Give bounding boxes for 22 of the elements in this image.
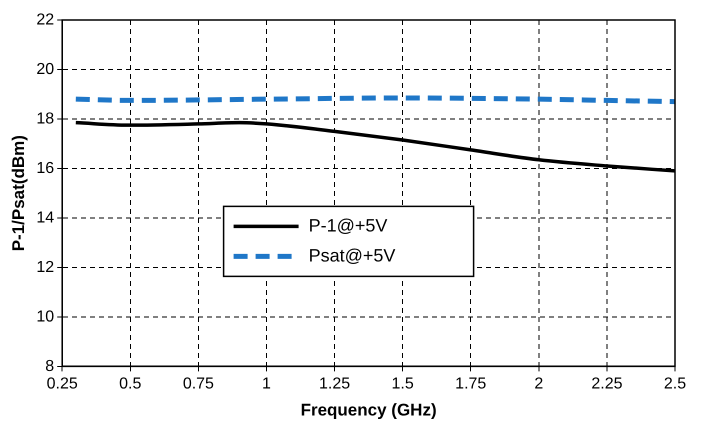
x-tick-label: 2.25 [591,375,623,392]
x-tick-label: 2 [534,375,544,392]
y-tick-label: 8 [45,358,54,375]
x-tick-label: 1.25 [318,375,350,392]
x-tick-label: 0.5 [119,375,142,392]
legend-label: P-1@+5V [308,215,388,236]
y-tick-label: 16 [36,160,54,177]
y-tick-label: 20 [36,60,54,78]
x-tick-label: 1.75 [455,375,486,392]
x-tick-label: 2.5 [664,375,686,392]
y-tick-label: 12 [36,258,54,276]
y-tick-label: 10 [36,308,54,326]
y-tick-label: 22 [36,11,54,28]
y-tick-label: 18 [36,110,54,128]
x-tick-label: 0.25 [46,375,78,392]
x-tick-label: 1 [262,375,272,392]
x-tick-label: 0.75 [182,375,214,392]
legend-label: Psat@+5V [308,245,396,266]
y-axis-title: P-1/Psat(dBm) [8,135,28,252]
x-tick-label: 1.5 [392,375,414,392]
x-axis-title: Frequency (GHz) [300,400,437,420]
y-tick-label: 14 [36,209,54,226]
